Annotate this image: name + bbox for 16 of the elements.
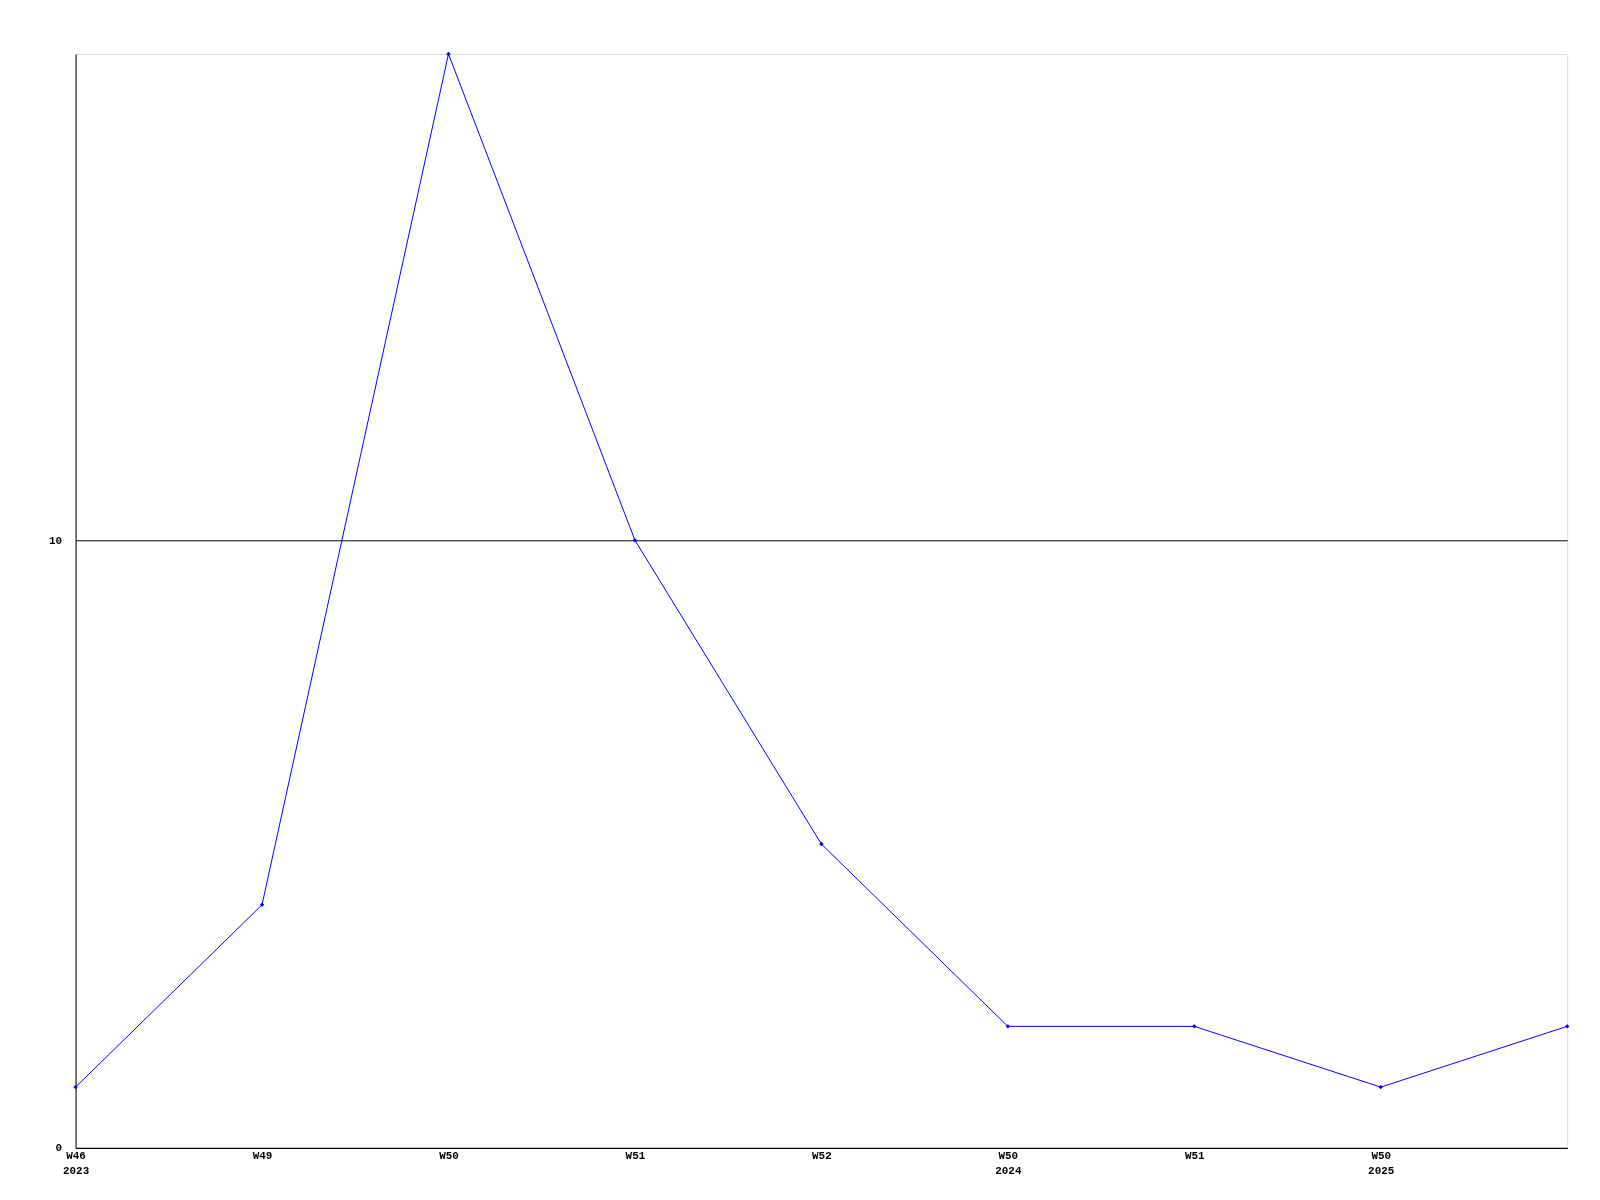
x-tick-label: W50 2024: [995, 1150, 1022, 1178]
point: [1005, 1024, 1011, 1029]
point: [1192, 1024, 1197, 1029]
x-tick-label: W50: [439, 1150, 459, 1163]
x-tick-label: W52: [812, 1150, 832, 1163]
point: [1378, 1084, 1383, 1090]
x-tick-label: W46 2023: [62, 1150, 90, 1178]
point: [632, 537, 638, 543]
x-tick-label: W51: [625, 1150, 646, 1163]
x-tick-label: W50 2025: [1368, 1150, 1395, 1178]
x-tick-label: W51: [1184, 1150, 1206, 1163]
x-tick-label: W49: [252, 1150, 273, 1163]
y-tick-label: 0: [55, 1142, 63, 1155]
y-tick-label: 10: [49, 534, 63, 547]
point: [1564, 1024, 1570, 1029]
point: [259, 902, 265, 908]
